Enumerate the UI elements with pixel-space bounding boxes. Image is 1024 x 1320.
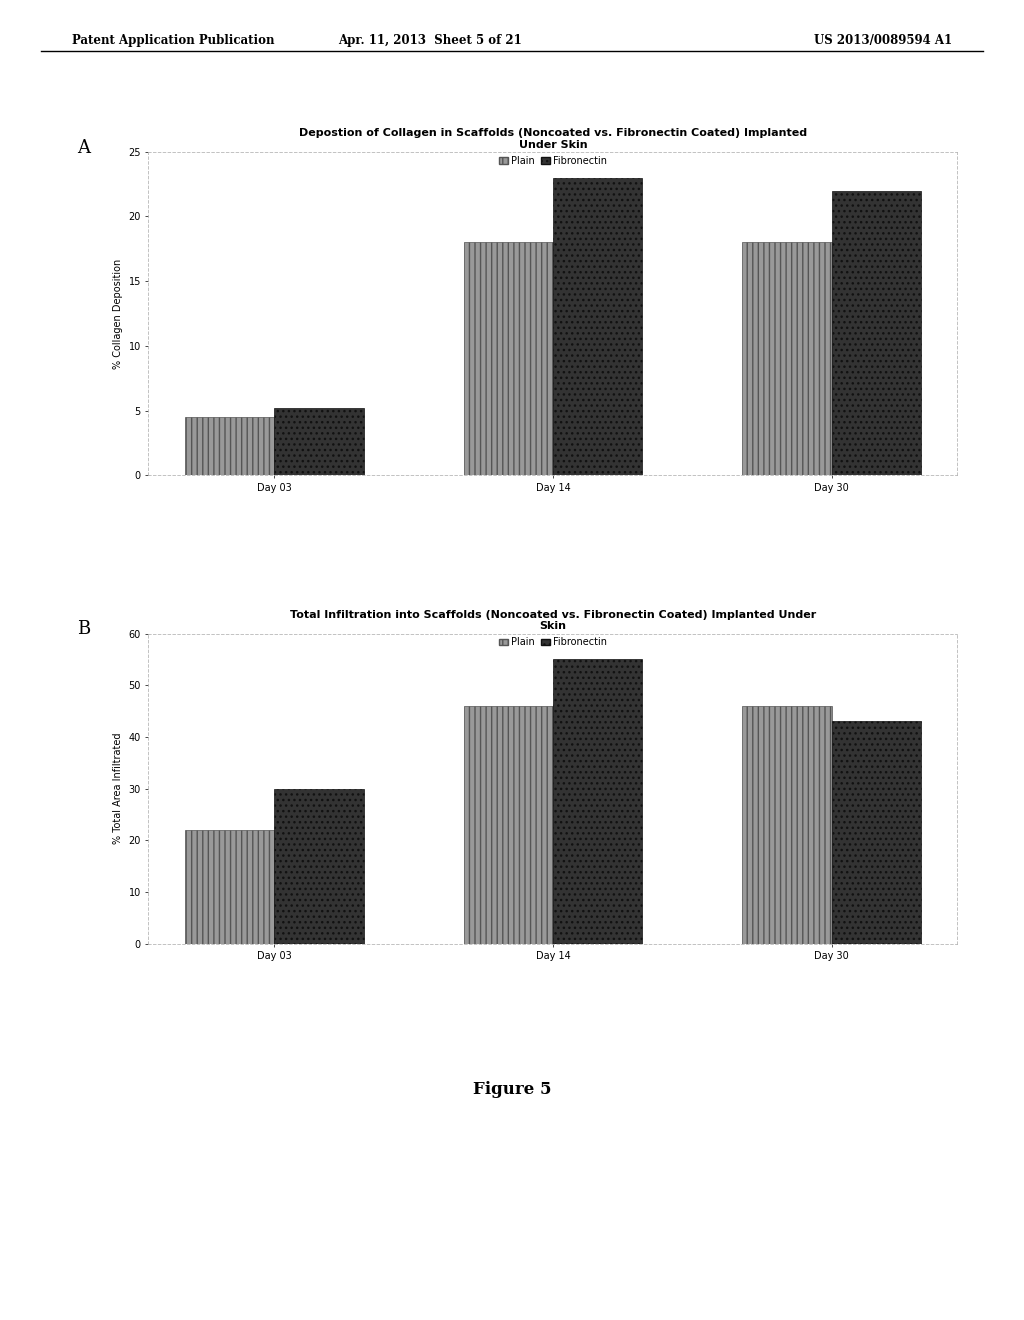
Bar (274, 789, 364, 944)
Text: Apr. 11, 2013  Sheet 5 of 21: Apr. 11, 2013 Sheet 5 of 21 (338, 34, 522, 48)
Bar (185, 830, 274, 944)
Title: Depostion of Collagen in Scaffolds (Noncoated vs. Fibronectin Coated) Implanted
: Depostion of Collagen in Scaffolds (Nonc… (299, 128, 807, 149)
Text: Figure 5: Figure 5 (473, 1081, 551, 1097)
Bar (274, 408, 364, 475)
Text: A: A (77, 139, 90, 157)
Bar (464, 243, 553, 475)
Title: Total Infiltration into Scaffolds (Noncoated vs. Fibronectin Coated) Implanted U: Total Infiltration into Scaffolds (Nonco… (290, 610, 816, 631)
Bar (553, 178, 642, 475)
Text: US 2013/0089594 A1: US 2013/0089594 A1 (814, 34, 952, 48)
Text: B: B (77, 620, 90, 639)
Bar (831, 722, 921, 944)
Legend: Plain, Fibronectin: Plain, Fibronectin (495, 634, 611, 651)
Bar (185, 417, 274, 475)
Bar (464, 706, 553, 944)
Bar (742, 706, 831, 944)
Text: Patent Application Publication: Patent Application Publication (72, 34, 274, 48)
Y-axis label: % Collagen Deposition: % Collagen Deposition (113, 259, 123, 368)
Y-axis label: % Total Area Infiltrated: % Total Area Infiltrated (113, 733, 123, 845)
Legend: Plain, Fibronectin: Plain, Fibronectin (495, 152, 611, 169)
Bar (742, 243, 831, 475)
Bar (831, 190, 921, 475)
Bar (553, 660, 642, 944)
